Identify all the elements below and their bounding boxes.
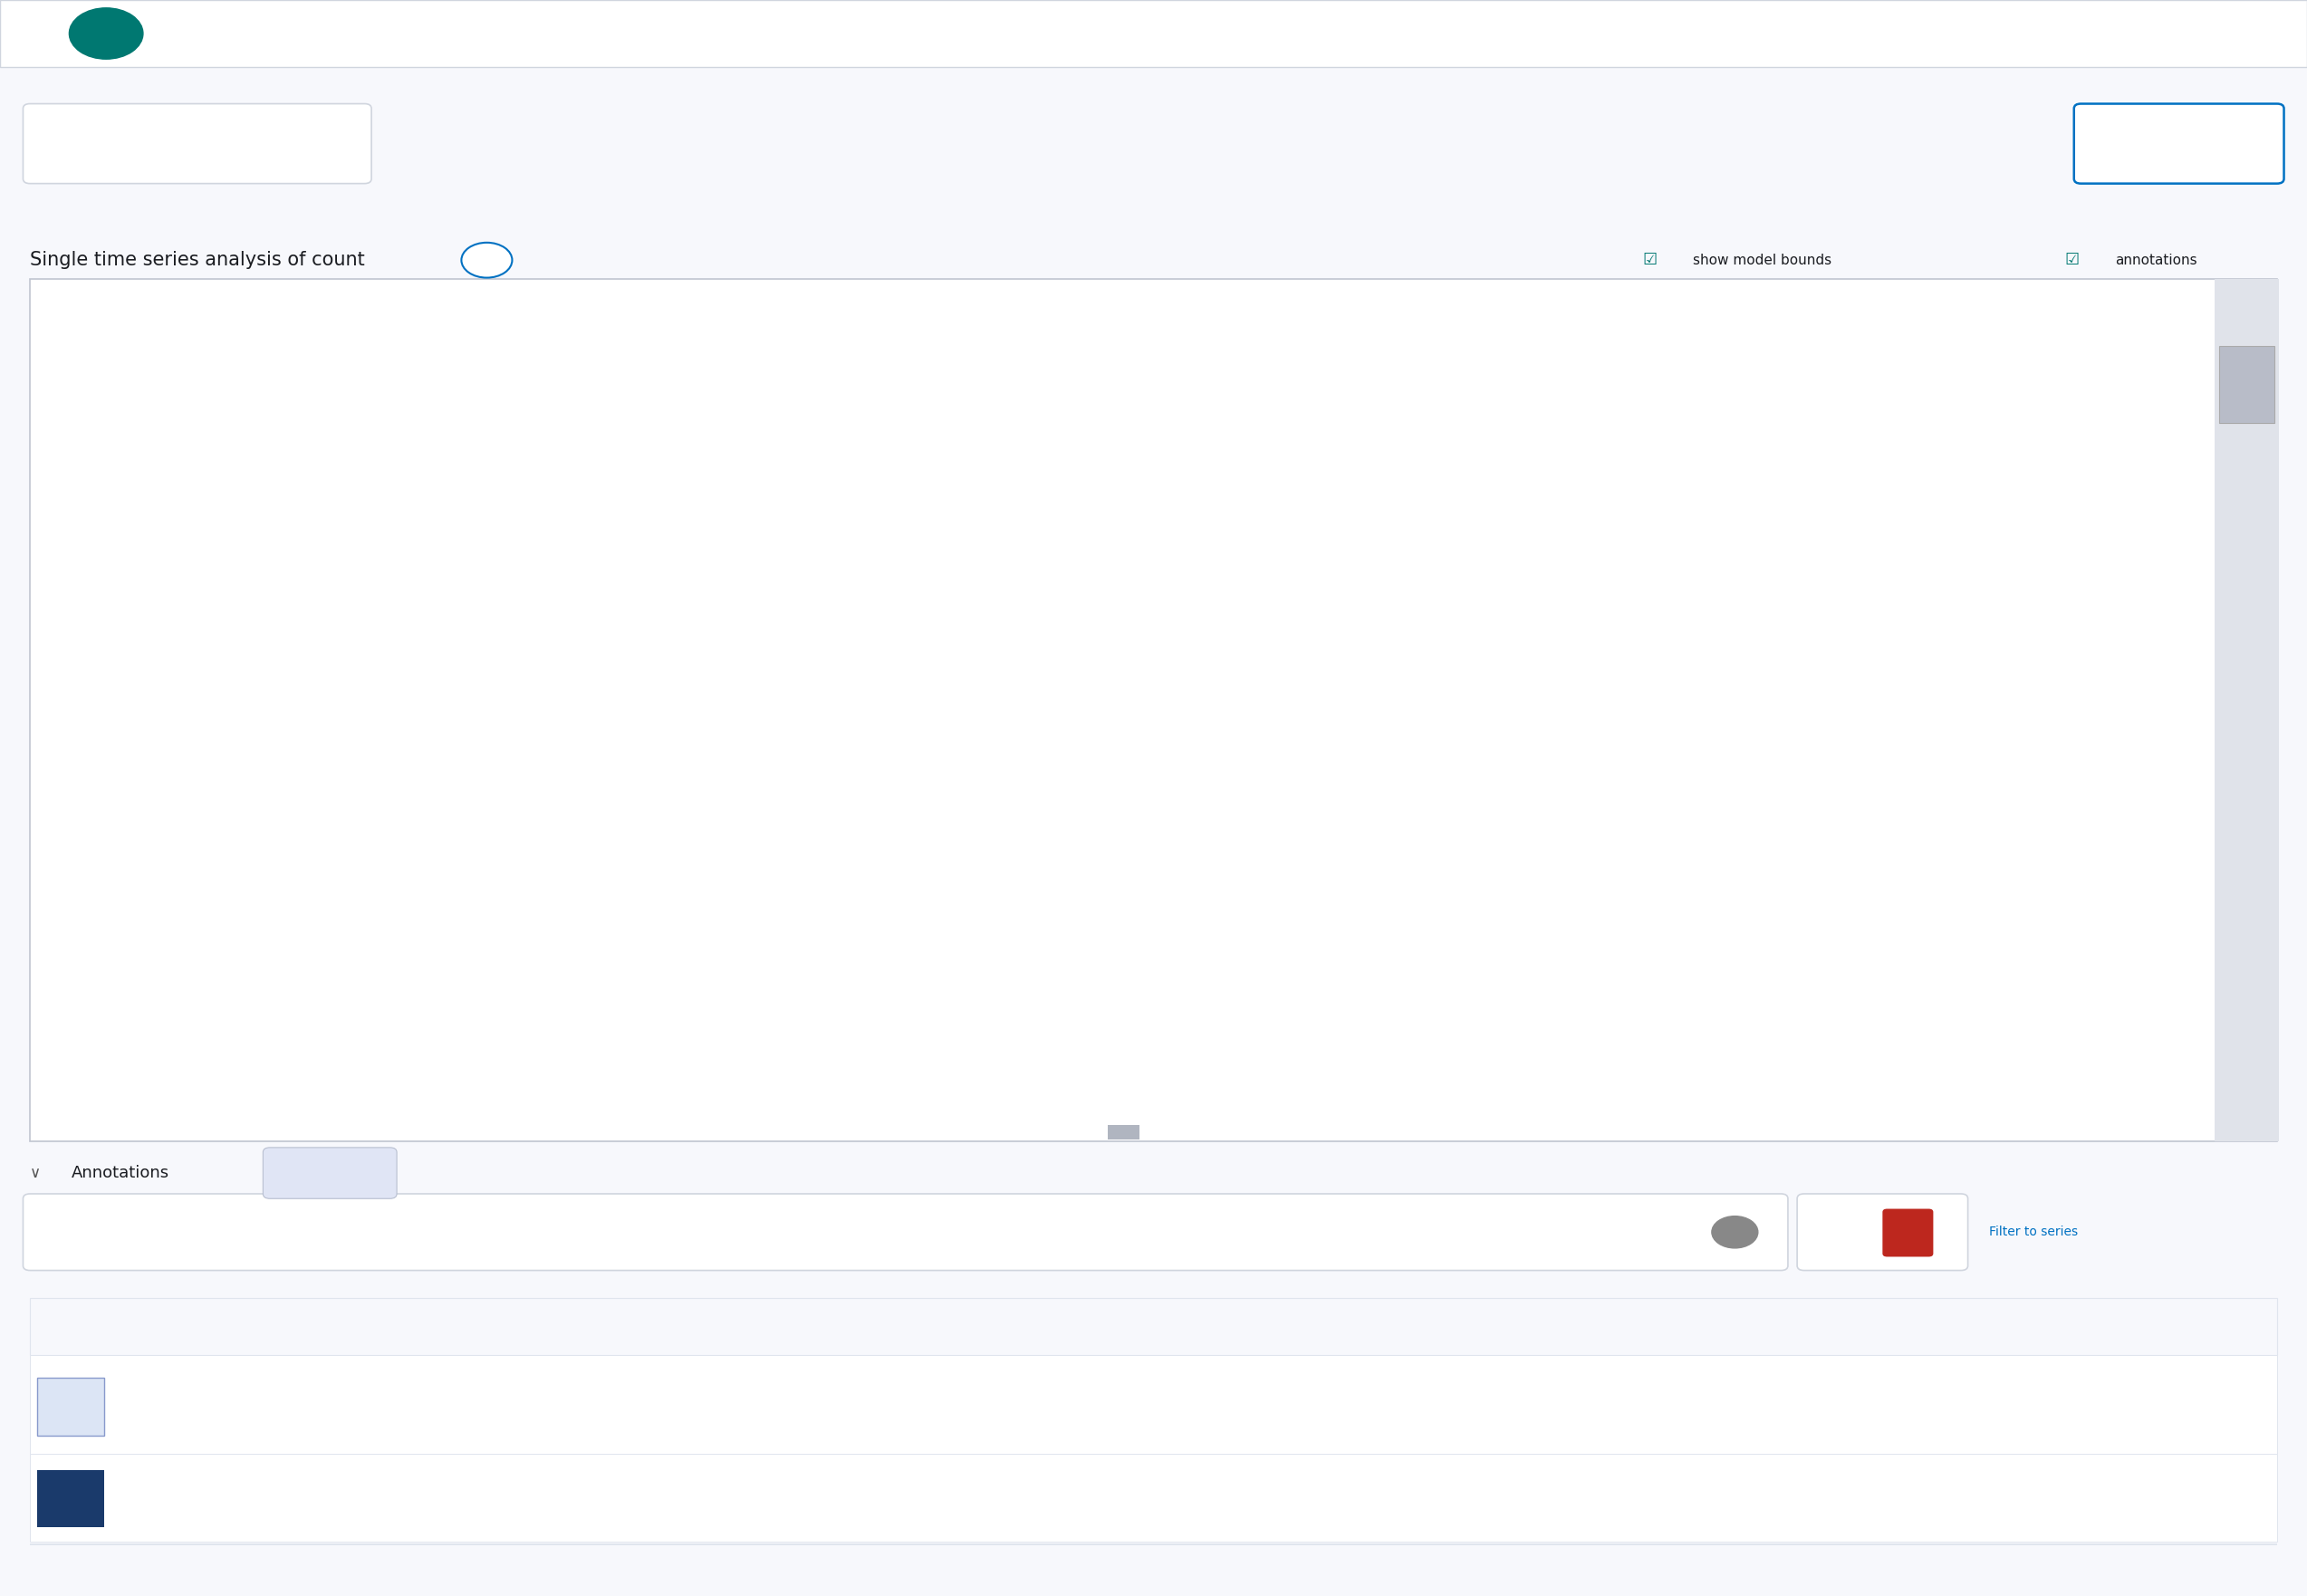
Text: 2021-07-07
23:20:08: 2021-07-07 23:20:08 [1253,1486,1315,1510]
Text: Datafeed has missed 5 documents due to ingest latency, latest bucket with missin: Datafeed has missed 5 documents due to i… [141,1392,591,1417]
Text: _xpack: _xpack [1571,1398,1608,1411]
Text: ✏  Edit annotation: ✏ Edit annotation [2129,1398,2229,1411]
Text: ∨: ∨ [1933,1226,1942,1238]
Text: Last modifie...: Last modifie... [1410,1320,1509,1333]
Text: Total: 2: Total: 2 [309,1167,351,1179]
Text: show model bounds: show model bounds [1693,254,1832,267]
Text: Machine Learning: Machine Learning [155,27,277,40]
Text: Filter to series: Filter to series [1989,1226,2079,1238]
Text: From ↑: From ↑ [1096,1320,1144,1333]
Text: Single time series analysis of count: Single time series analysis of count [30,251,365,270]
Text: Event: Event [1737,1320,1776,1333]
Text: Event: Event [1827,1226,1864,1238]
Text: 1: 1 [2217,359,2224,370]
Text: 3: 3 [1903,1226,1913,1238]
Text: annotations: annotations [2116,254,2199,267]
Text: To: To [1253,1320,1269,1333]
Text: Forecast: Forecast [2139,136,2219,152]
Bar [1446,962,2208,1125]
Text: _xpack: _xpack [1571,1492,1608,1503]
Text: Job model snapshot with id [1625700007] stored: Job model snapshot with id [1625700007] … [141,1492,401,1503]
Text: model_snapshot_sto
red: model_snapshot_sto red [1737,1486,1846,1510]
Text: Anomaly Detection: Anomaly Detection [443,27,574,40]
Text: Last modifie...: Last modifie... [1571,1320,1670,1333]
Text: ✏  Edit annotation: ✏ Edit annotation [2129,1492,2229,1503]
Text: 2021-07-07
22:00:00: 2021-07-07 22:00:00 [1253,1392,1315,1417]
Text: Detector: Detector [1922,1320,1982,1333]
Text: Single Metric Viewer: Single Metric Viewer [729,27,891,40]
Text: Annotation: Annotation [141,1320,217,1333]
Text: Zoom:: Zoom: [62,311,104,324]
Text: ∨: ∨ [323,137,332,150]
Text: ≡: ≡ [32,24,51,43]
Text: a: a [2217,359,2224,370]
Text: 1w: 1w [318,311,337,324]
Text: 2: 2 [67,1492,74,1503]
Text: /: / [411,27,415,40]
Text: 2021-07-07
20:00:00: 2021-07-07 20:00:00 [1096,1486,1158,1510]
Text: ☑: ☑ [1643,252,1656,268]
Text: ∨: ∨ [30,1165,42,1181]
Text: ☑: ☑ [2065,252,2079,268]
Text: D: D [102,27,111,40]
Text: 1: 1 [67,1398,74,1411]
Text: 2021-07-07
23:20:08: 2021-07-07 23:20:08 [1410,1486,1472,1510]
Text: event:(user or delayed_data or model_snapshot_stored): event:(user or delayed_data or model_sna… [99,1226,452,1238]
Text: auto: auto [152,311,180,324]
Text: /: / [697,27,701,40]
Text: Low request rates: Low request rates [58,137,182,150]
Text: delayed_data: delayed_data [1737,1398,1809,1411]
Text: Label: Label [42,1320,78,1333]
Text: Annotations: Annotations [72,1165,168,1181]
Text: 🔍: 🔍 [58,1226,65,1238]
Text: Actions: Actions [2129,1320,2180,1333]
Text: 2021-07-08
00:01:59: 2021-07-08 00:01:59 [1410,1392,1472,1417]
Text: ✕: ✕ [1730,1227,1739,1237]
Text: 1d: 1d [263,311,279,324]
Text: 2021-07-07
19:00:00: 2021-07-07 19:00:00 [1096,1392,1158,1417]
Text: i: i [484,254,489,267]
Text: 2: 2 [2217,426,2224,439]
Text: (aggregation interval: 1h, bucket span: 1h): (aggregation interval: 1h, bucket span: … [394,311,662,324]
Text: 12h: 12h [208,311,231,324]
